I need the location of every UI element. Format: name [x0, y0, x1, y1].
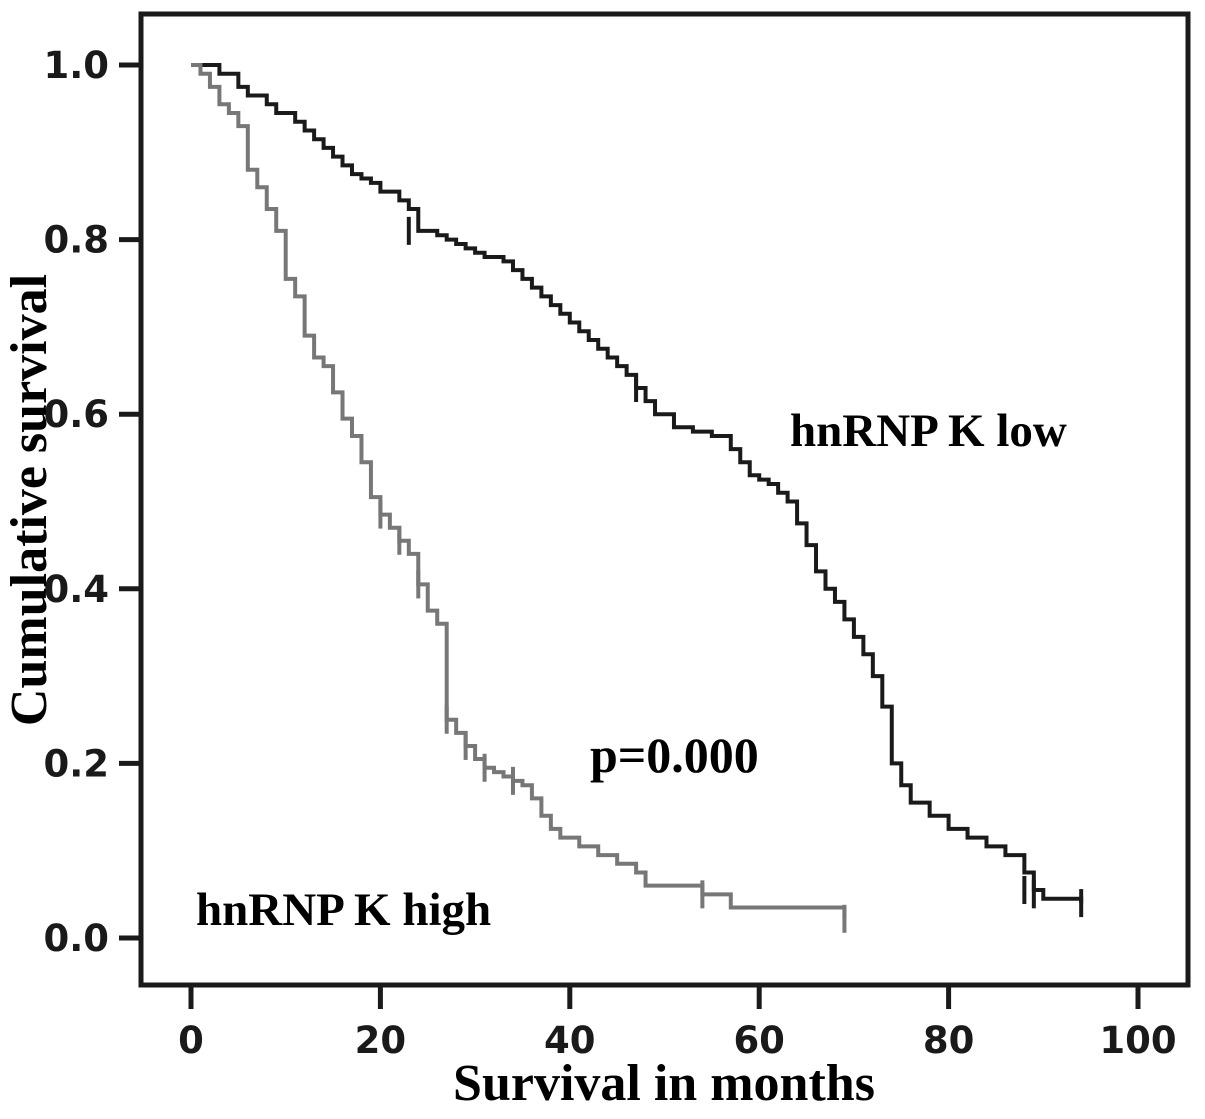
x-tick-label: 20	[355, 1019, 407, 1062]
censoring-marks	[378, 216, 1084, 933]
y-tick-label: 0.0	[43, 917, 109, 960]
y-tick-label: 0.6	[43, 393, 109, 436]
x-tick-label: 0	[178, 1019, 204, 1062]
series-label-low: hnRNP K low	[790, 405, 1067, 457]
y-tick-label: 0.2	[43, 742, 109, 785]
y-tick-label: 0.8	[43, 219, 109, 262]
x-tick-label: 40	[544, 1019, 596, 1062]
y-tick-label: 0.4	[43, 568, 109, 611]
p-value-label: p=0.000	[590, 727, 759, 783]
survival-step-line	[191, 63, 1084, 904]
x-axis-title: Survival in months	[453, 1055, 875, 1112]
y-tick-label: 1.0	[43, 44, 109, 87]
x-tick-label: 100	[1099, 1019, 1176, 1062]
x-tick-label: 80	[923, 1019, 975, 1062]
x-axis-ticks: 0 20 40 60 80 100	[178, 985, 1177, 1062]
survival-curves	[191, 63, 1084, 919]
x-tick-label: 60	[733, 1019, 785, 1062]
survival-step-line	[191, 63, 847, 919]
plot-frame	[138, 11, 1191, 988]
y-axis-title: Cumulative survival	[1, 274, 58, 726]
series-label-high: hnRNP K high	[196, 884, 491, 936]
y-axis-ticks: 0.0 0.2 0.4 0.6 0.8 1.0	[43, 44, 141, 960]
